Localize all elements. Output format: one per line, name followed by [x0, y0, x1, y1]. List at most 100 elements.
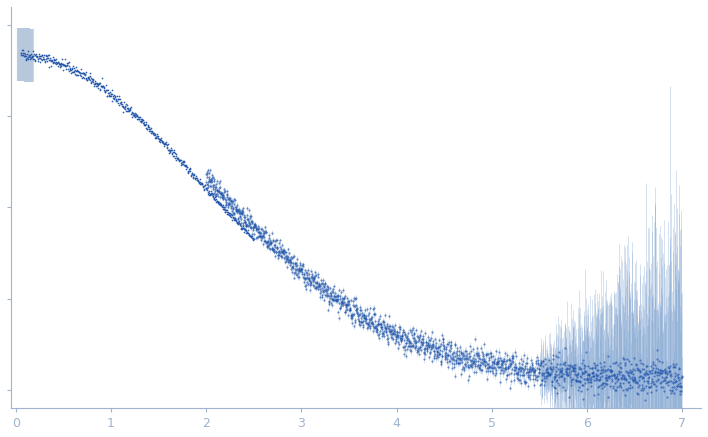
Point [209, 176, 220, 183]
Point [639, 370, 651, 377]
Point [424, 342, 435, 349]
Point [254, 232, 266, 239]
Point [80, 69, 91, 76]
Point [566, 382, 577, 388]
Point [90, 83, 101, 90]
Point [449, 353, 460, 360]
Point [46, 62, 57, 69]
Point [408, 343, 419, 350]
Point [326, 292, 337, 299]
Point [94, 86, 105, 93]
Point [495, 378, 506, 385]
Point [227, 217, 238, 224]
Point [301, 269, 312, 276]
Point [413, 350, 425, 357]
Point [613, 368, 624, 375]
Point [576, 387, 587, 394]
Point [479, 357, 490, 364]
Point [486, 350, 497, 357]
Point [527, 376, 539, 383]
Point [382, 334, 394, 341]
Point [595, 364, 607, 371]
Point [171, 156, 182, 163]
Point [136, 116, 147, 123]
Point [617, 355, 629, 362]
Point [217, 194, 228, 201]
Point [495, 356, 506, 363]
Point [375, 321, 386, 328]
Point [627, 365, 638, 372]
Point [25, 55, 36, 62]
Point [56, 56, 67, 63]
Point [307, 275, 319, 282]
Point [35, 55, 46, 62]
Point [59, 62, 71, 69]
Point [141, 125, 152, 132]
Point [611, 371, 622, 378]
Point [244, 220, 256, 227]
Point [459, 347, 470, 354]
Point [563, 365, 574, 372]
Point [543, 371, 554, 378]
Point [144, 128, 155, 135]
Point [554, 361, 566, 368]
Point [233, 215, 244, 222]
Point [644, 383, 655, 390]
Point [228, 215, 239, 222]
Point [330, 297, 341, 304]
Point [387, 330, 399, 337]
Point [508, 367, 520, 374]
Point [567, 366, 578, 373]
Point [208, 181, 219, 188]
Point [603, 372, 615, 379]
Point [272, 248, 283, 255]
Point [236, 210, 248, 217]
Point [160, 139, 171, 146]
Point [199, 182, 210, 189]
Point [506, 365, 518, 372]
Point [224, 197, 235, 204]
Point [593, 376, 605, 383]
Point [587, 368, 598, 375]
Point [370, 317, 381, 324]
Point [235, 209, 246, 216]
Point [282, 253, 293, 260]
Point [506, 357, 518, 364]
Point [584, 365, 595, 372]
Point [569, 365, 581, 372]
Point [462, 355, 474, 362]
Point [566, 378, 577, 385]
Point [334, 305, 346, 312]
Point [617, 371, 629, 378]
Point [651, 356, 663, 363]
Point [454, 343, 465, 350]
Point [239, 218, 250, 225]
Point [447, 364, 458, 371]
Point [532, 354, 543, 361]
Point [474, 351, 485, 358]
Point [45, 56, 57, 63]
Point [651, 371, 662, 378]
Point [440, 353, 451, 360]
Point [329, 292, 340, 299]
Point [50, 59, 61, 66]
Point [292, 266, 304, 273]
Point [16, 49, 27, 56]
Point [569, 361, 580, 368]
Point [429, 352, 440, 359]
Point [550, 378, 561, 385]
Point [251, 226, 263, 233]
Point [670, 378, 682, 385]
Point [481, 352, 492, 359]
Point [161, 143, 173, 150]
Point [245, 232, 256, 239]
Point [320, 286, 331, 293]
Point [341, 294, 353, 301]
Point [242, 222, 253, 229]
Point [432, 353, 443, 360]
Point [363, 319, 375, 326]
Point [137, 117, 148, 124]
Point [675, 382, 687, 389]
Point [578, 369, 590, 376]
Point [139, 121, 151, 128]
